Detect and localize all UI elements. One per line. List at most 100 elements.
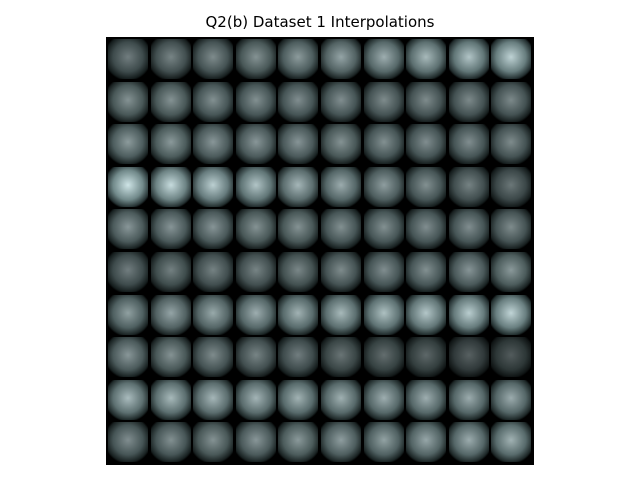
interpolation-tile: [448, 422, 489, 463]
interpolation-tile: [491, 124, 532, 165]
interpolation-tile: [108, 209, 148, 250]
interpolation-tile: [150, 337, 191, 378]
interpolation-tile: [108, 337, 148, 378]
interpolation-tile: [448, 379, 489, 420]
interpolation-tile: [108, 39, 148, 79]
interpolation-tile: [235, 124, 276, 165]
interpolation-tile: [278, 81, 319, 122]
interpolation-tile: [321, 81, 361, 122]
interpolation-tile: [150, 252, 191, 292]
interpolation-tile: [150, 39, 191, 79]
interpolation-tile: [406, 209, 447, 250]
interpolation-tile: [321, 39, 361, 79]
interpolation-tile: [235, 166, 276, 207]
interpolation-tile: [278, 166, 319, 207]
interpolation-tile: [193, 124, 234, 165]
interpolation-tile: [235, 379, 276, 420]
interpolation-tile: [363, 209, 404, 250]
interpolation-tile: [278, 39, 319, 79]
interpolation-tile: [193, 81, 234, 122]
interpolation-tile: [321, 294, 361, 335]
interpolation-tile: [321, 422, 361, 463]
interpolation-tile: [278, 209, 319, 250]
interpolation-tile: [448, 337, 489, 378]
interpolation-tile: [406, 422, 447, 463]
interpolation-tile: [448, 39, 489, 79]
interpolation-tile: [363, 422, 404, 463]
interpolation-tile: [491, 166, 532, 207]
interpolation-tile: [108, 252, 148, 292]
interpolation-tile: [150, 209, 191, 250]
interpolation-tile: [193, 337, 234, 378]
interpolation-tile: [321, 337, 361, 378]
interpolation-tile: [108, 166, 148, 207]
interpolation-tile: [363, 379, 404, 420]
interpolation-tile: [491, 252, 532, 292]
interpolation-tile: [406, 81, 447, 122]
interpolation-tile: [406, 124, 447, 165]
interpolation-tile: [363, 294, 404, 335]
interpolation-tile: [108, 422, 148, 463]
interpolation-tile: [193, 166, 234, 207]
interpolation-tile: [448, 81, 489, 122]
interpolation-tile: [278, 379, 319, 420]
interpolation-tile: [150, 422, 191, 463]
interpolation-tile: [363, 39, 404, 79]
interpolation-grid: [106, 37, 534, 465]
interpolation-tile: [491, 422, 532, 463]
interpolation-tile: [193, 209, 234, 250]
interpolation-tile: [363, 252, 404, 292]
interpolation-tile: [406, 166, 447, 207]
interpolation-tile: [108, 81, 148, 122]
interpolation-tile: [150, 379, 191, 420]
interpolation-tile: [321, 124, 361, 165]
interpolation-tile: [448, 124, 489, 165]
interpolation-tile: [491, 209, 532, 250]
interpolation-tile: [193, 379, 234, 420]
interpolation-tile: [193, 39, 234, 79]
interpolation-tile: [150, 124, 191, 165]
interpolation-tile: [491, 379, 532, 420]
interpolation-tile: [363, 337, 404, 378]
interpolation-tile: [278, 422, 319, 463]
interpolation-tile: [278, 294, 319, 335]
interpolation-tile: [108, 294, 148, 335]
interpolation-tile: [363, 81, 404, 122]
interpolation-tile: [235, 422, 276, 463]
interpolation-tile: [193, 294, 234, 335]
interpolation-tile: [321, 166, 361, 207]
interpolation-tile: [491, 39, 532, 79]
interpolation-tile: [491, 81, 532, 122]
interpolation-tile: [235, 39, 276, 79]
interpolation-tile: [491, 337, 532, 378]
interpolation-tile: [150, 294, 191, 335]
interpolation-tile: [150, 81, 191, 122]
interpolation-tile: [235, 294, 276, 335]
interpolation-tile: [193, 422, 234, 463]
interpolation-tile: [108, 124, 148, 165]
figure-title: Q2(b) Dataset 1 Interpolations: [205, 13, 435, 31]
interpolation-tile: [278, 337, 319, 378]
interpolation-tile: [448, 252, 489, 292]
interpolation-tile: [321, 209, 361, 250]
interpolation-tile: [150, 166, 191, 207]
interpolation-tile: [406, 294, 447, 335]
interpolation-tile: [448, 209, 489, 250]
interpolation-tile: [193, 252, 234, 292]
interpolation-tile: [321, 379, 361, 420]
interpolation-tile: [448, 294, 489, 335]
interpolation-tile: [235, 81, 276, 122]
interpolation-tile: [108, 379, 148, 420]
interpolation-tile: [321, 252, 361, 292]
interpolation-tile: [235, 252, 276, 292]
interpolation-tile: [406, 252, 447, 292]
interpolation-tile: [235, 209, 276, 250]
interpolation-tile: [406, 337, 447, 378]
interpolation-tile: [278, 124, 319, 165]
interpolation-tile: [278, 252, 319, 292]
interpolation-tile: [406, 379, 447, 420]
interpolation-tile: [363, 124, 404, 165]
interpolation-tile: [491, 294, 532, 335]
interpolation-tile: [235, 337, 276, 378]
interpolation-tile: [363, 166, 404, 207]
